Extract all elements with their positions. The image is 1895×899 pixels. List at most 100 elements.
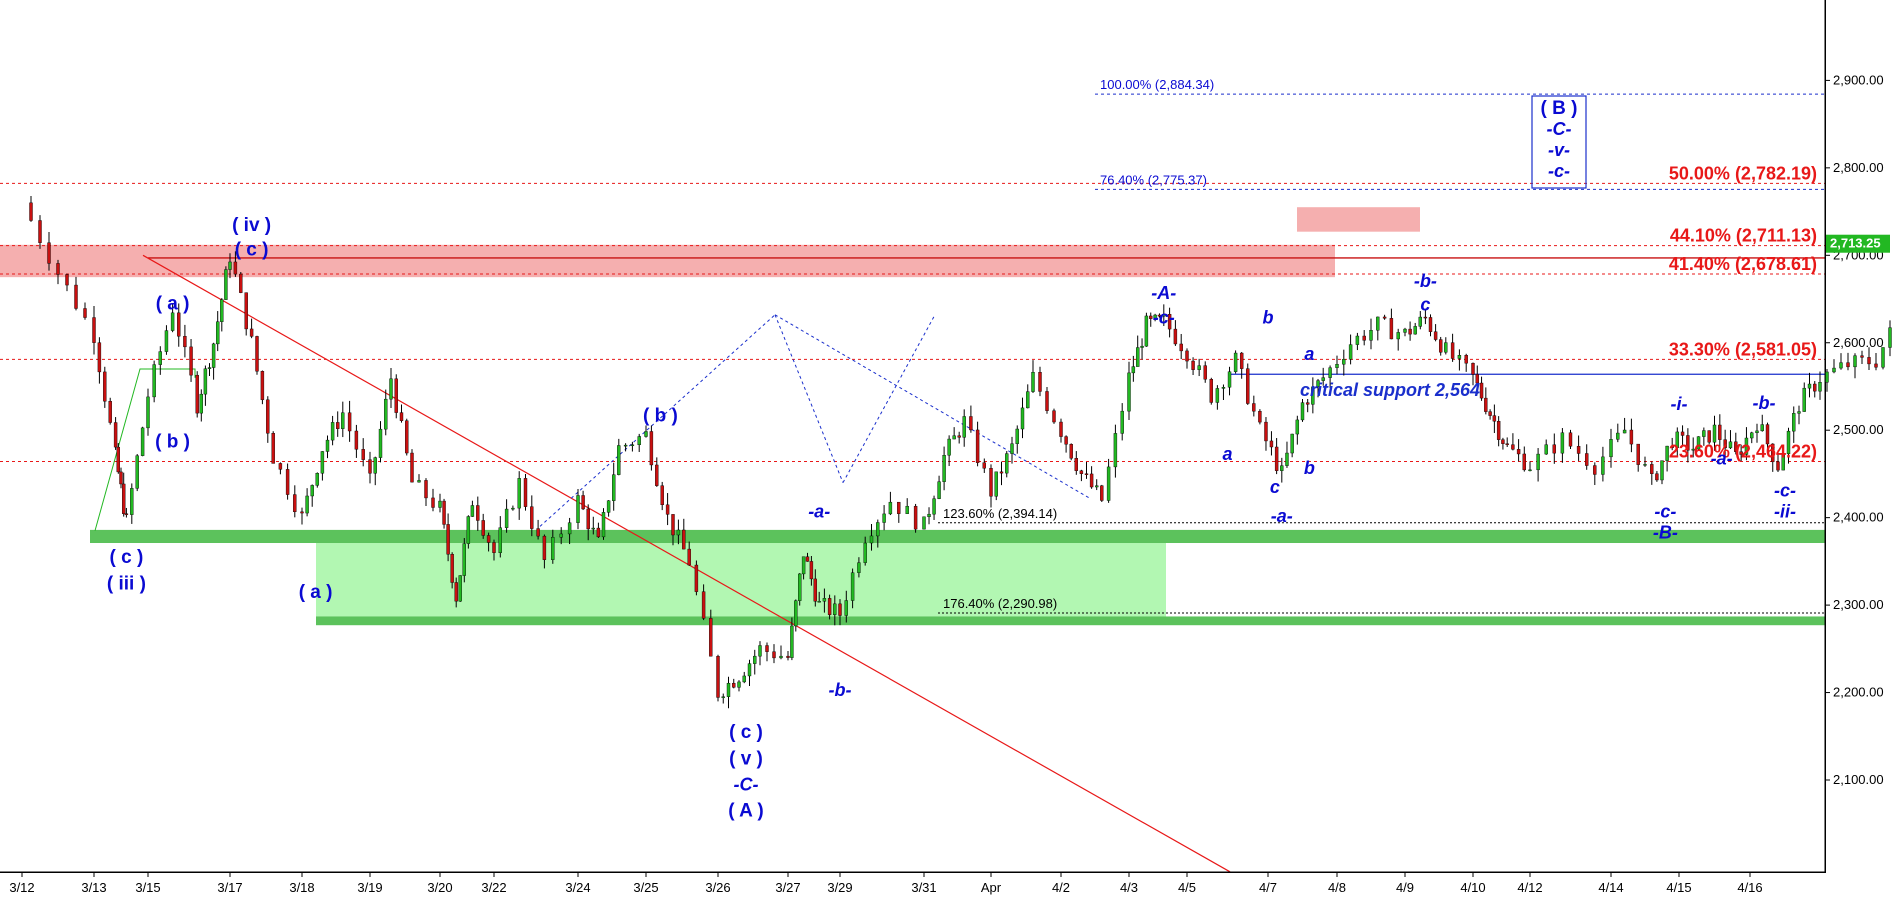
- candle-body: [74, 284, 78, 309]
- candle-body: [446, 524, 450, 555]
- candle-body: [1593, 465, 1597, 475]
- candle-body: [1584, 453, 1589, 466]
- wave-label: -i-: [1671, 394, 1688, 414]
- candle-body: [470, 505, 475, 517]
- candle-body: [1203, 365, 1207, 380]
- candle-body: [1464, 355, 1468, 364]
- candle-body: [876, 522, 880, 537]
- x-tick-label: 3/18: [289, 880, 314, 895]
- candle-body: [1355, 335, 1360, 345]
- candle-body: [1074, 458, 1079, 471]
- candle-body: [1376, 316, 1380, 331]
- candle-body: [1536, 453, 1540, 471]
- candle-body: [606, 500, 611, 513]
- x-tick-label: 3/27: [775, 880, 800, 895]
- candle-body: [1031, 372, 1035, 392]
- candle-body: [347, 412, 352, 432]
- candle-body: [1295, 419, 1300, 435]
- wave-label: ( c ): [110, 547, 144, 568]
- candle-body: [1479, 382, 1484, 399]
- candle-body: [1675, 431, 1680, 448]
- candle-body: [442, 500, 446, 525]
- candle-body: [999, 471, 1004, 474]
- candle-body: [1428, 317, 1433, 332]
- candle-body: [844, 600, 848, 616]
- candle-body: [1680, 431, 1685, 436]
- candle-body: [119, 471, 123, 485]
- wave-box-label: ( B ): [1541, 98, 1578, 119]
- candle-body: [1246, 368, 1250, 404]
- candle-body: [709, 618, 713, 657]
- y-tick-label: 2,500.00: [1833, 422, 1884, 437]
- candle-body: [1609, 439, 1613, 458]
- candle-body: [1149, 315, 1153, 319]
- candle-body: [1094, 485, 1099, 488]
- candle-body: [300, 511, 304, 514]
- candle-body: [1797, 411, 1801, 414]
- candle-body: [790, 625, 794, 658]
- candle-body: [863, 542, 867, 563]
- wave-label: ( a ): [156, 294, 190, 315]
- candle-body: [199, 393, 204, 414]
- fib-label-right: 50.00% (2,782.19): [1669, 163, 1817, 183]
- candle-body: [504, 508, 509, 528]
- candle-body: [92, 317, 96, 343]
- candle-body: [1818, 382, 1822, 392]
- wave-label: -a-: [808, 502, 830, 522]
- candle-body: [726, 682, 731, 697]
- wave-label: ( b ): [643, 405, 678, 426]
- candle-body: [1765, 424, 1770, 445]
- wave-label: ( a ): [299, 582, 333, 603]
- wave-label: c: [1420, 294, 1430, 314]
- candle-body: [170, 312, 175, 331]
- candle-body: [1501, 439, 1505, 444]
- x-tick-label: 4/3: [1120, 880, 1138, 895]
- wave-label: b: [1304, 458, 1315, 478]
- candle-body: [1739, 451, 1743, 455]
- candle-body: [1660, 460, 1664, 481]
- candle-body: [1781, 453, 1785, 471]
- wave-label: -C-: [734, 774, 759, 794]
- wave-label: -a-: [1711, 448, 1733, 468]
- candle-body: [1686, 435, 1690, 451]
- y-tick-label: 2,200.00: [1833, 685, 1884, 700]
- candle-body: [1750, 432, 1754, 439]
- candle-body: [1853, 355, 1857, 368]
- candle-body: [1135, 347, 1140, 367]
- candle-body: [1342, 359, 1346, 365]
- candle-body: [113, 422, 118, 448]
- candle-body: [1084, 473, 1089, 475]
- candle-body: [56, 263, 60, 275]
- candle-body: [454, 582, 458, 602]
- candle-body: [637, 436, 641, 446]
- candle-body: [1348, 344, 1353, 360]
- wave-channel-line: [774, 314, 844, 483]
- candle-body: [1215, 388, 1220, 403]
- candle-body: [195, 374, 199, 414]
- candle-body: [947, 438, 951, 456]
- candle-body: [1362, 335, 1366, 341]
- candle-body: [1403, 328, 1407, 333]
- candle-body: [1665, 445, 1669, 461]
- x-tick-label: 3/26: [705, 880, 730, 895]
- candle-body: [1059, 421, 1063, 437]
- wave-label: ( iii ): [107, 573, 146, 594]
- candle-body: [649, 431, 654, 466]
- candle-body: [1038, 372, 1042, 392]
- candle-body: [1792, 413, 1796, 432]
- candle-body: [378, 428, 383, 458]
- candle-body: [1140, 345, 1144, 348]
- candle-body: [644, 431, 648, 437]
- candle-body: [97, 342, 102, 373]
- candle-body: [1162, 314, 1166, 317]
- candle-body: [220, 299, 224, 322]
- candle-body: [1382, 316, 1387, 319]
- candle-body: [530, 506, 534, 529]
- candle-body: [1475, 374, 1479, 384]
- candle-body: [177, 312, 181, 337]
- x-tick-label: 4/14: [1598, 880, 1623, 895]
- candle-body: [244, 292, 248, 330]
- candle-body: [716, 656, 720, 698]
- candle-body: [660, 485, 664, 506]
- candle-body: [1264, 421, 1268, 442]
